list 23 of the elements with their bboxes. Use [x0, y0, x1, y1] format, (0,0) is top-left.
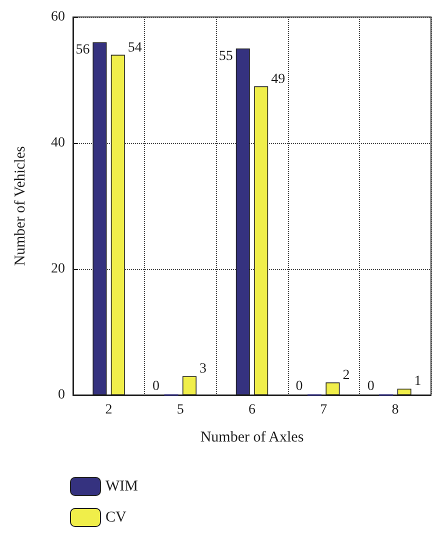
y-tick-label: 40	[51, 136, 65, 150]
x-tick-label: 2	[105, 402, 112, 418]
data-label: 0	[367, 378, 374, 394]
data-label: 0	[152, 378, 160, 394]
x-axis-title: Number of Axles	[200, 430, 304, 446]
x-tick-label: 7	[320, 402, 328, 418]
legend-label: CV	[106, 510, 127, 526]
y-tick-label: 20	[51, 262, 65, 276]
data-label: 2	[342, 368, 350, 383]
legend-label: WIM	[106, 478, 138, 494]
x-tick-label: 8	[392, 402, 399, 418]
y-tick-label: 60	[51, 10, 65, 24]
x-tick-label: 5	[176, 402, 184, 418]
data-label: 55	[218, 49, 233, 64]
data-label: 49	[271, 72, 286, 87]
data-label: 1	[414, 374, 422, 390]
data-label: 0	[296, 378, 303, 394]
data-label: 54	[128, 40, 142, 56]
data-label: 3	[200, 362, 206, 377]
x-tick-label: 6	[248, 402, 256, 418]
data-label: 56	[76, 42, 90, 58]
y-tick-label: 0	[58, 388, 65, 402]
y-axis-title: Number of Vehicles	[12, 146, 28, 266]
